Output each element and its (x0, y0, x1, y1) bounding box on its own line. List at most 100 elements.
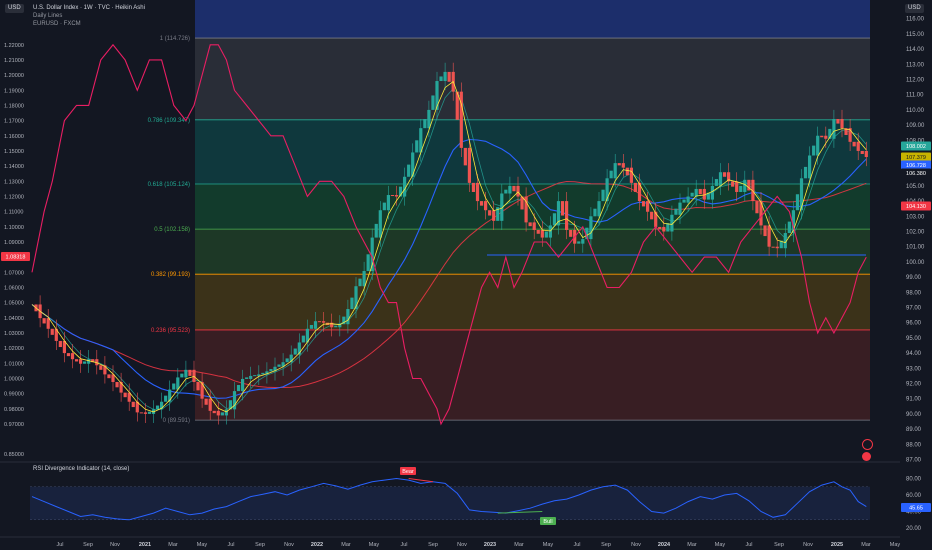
candle-body (281, 362, 285, 367)
candle-body (200, 381, 204, 399)
left-scale-unit[interactable]: USD (5, 4, 24, 13)
candle-body (322, 321, 326, 323)
candle-body (759, 201, 763, 226)
right-axis-tick: 105.00 (906, 184, 925, 190)
candle-body (710, 185, 714, 200)
bull-divergence-badge: Bull (540, 517, 556, 525)
fib-zone (195, 274, 870, 330)
candle-body (795, 194, 800, 211)
right-scale-unit[interactable]: USD (905, 4, 924, 13)
right-axis-tick: 92.00 (906, 382, 922, 388)
price-label-bg (901, 152, 931, 162)
candle-body (500, 193, 504, 221)
rsi-axis-tick: 60.00 (906, 493, 922, 499)
candle-body (427, 109, 431, 129)
candle-body (556, 201, 561, 226)
candle-body (864, 150, 868, 158)
candle-body (609, 170, 613, 179)
candle-body (305, 328, 309, 343)
candle-body (581, 239, 585, 244)
x-axis-tick: Nov (284, 542, 294, 548)
candle-body (180, 373, 184, 378)
candle-body (484, 201, 488, 211)
left-axis-tick: 1.03000 (4, 331, 24, 337)
candle-body (775, 246, 779, 249)
compass-icon[interactable] (862, 439, 873, 450)
left-axis-tick: 1.16000 (4, 134, 24, 140)
candle-body (706, 192, 710, 200)
candle-body (164, 395, 168, 402)
candle-body (257, 374, 261, 376)
x-axis-tick: May (890, 542, 901, 548)
left-axis-tick: 1.05000 (4, 301, 24, 307)
candle-body (508, 185, 512, 194)
candle-body (641, 201, 646, 207)
price-label-bg (901, 160, 931, 170)
x-axis-tick: 2023 (484, 542, 496, 548)
candle-body (127, 392, 131, 402)
candle-body (735, 181, 739, 192)
right-axis-tick: 99.00 (906, 275, 922, 281)
candle-body (670, 214, 674, 232)
candle-body (739, 185, 743, 192)
candle-body (277, 364, 281, 367)
ma-slow-line (31, 180, 867, 388)
x-axis-tick: Sep (83, 542, 93, 548)
earnings-icon[interactable] (862, 452, 871, 461)
candle-body (560, 201, 565, 216)
candle-body (131, 401, 135, 408)
right-axis-tick: 114.00 (906, 47, 925, 53)
left-axis-tick: 1.19000 (4, 88, 24, 94)
right-axis-tick: 101.00 (906, 245, 925, 251)
candle-body (350, 297, 354, 310)
x-axis-tick: 2021 (139, 542, 151, 548)
candle-body (111, 374, 115, 382)
candle-body (297, 342, 301, 355)
right-axis-tick: 96.00 (906, 321, 922, 327)
candle-body (646, 201, 650, 212)
price-label: 104.130 (901, 201, 931, 211)
candle-body (621, 163, 625, 168)
candle-body (605, 178, 609, 202)
candle-body (370, 237, 374, 272)
x-axis-tick: Nov (110, 542, 120, 548)
right-axis-tick: 94.00 (906, 351, 922, 357)
x-axis-tick: May (369, 542, 380, 548)
candle-body (532, 222, 536, 230)
candle-body (119, 381, 123, 393)
x-axis-tick: Mar (514, 542, 524, 548)
candle-body (828, 128, 832, 139)
bear-badge-bg (400, 467, 416, 475)
candle-body (852, 141, 856, 147)
candle-body (467, 147, 471, 183)
x-axis-tick: Jul (56, 542, 63, 548)
price-label-text: 107.379 (906, 155, 926, 161)
candle-body (601, 189, 605, 202)
left-axis-tick: 1.02000 (4, 346, 24, 352)
candle-body (783, 233, 787, 249)
x-axis-tick: Mar (341, 542, 351, 548)
left-axis-tick: 1.06000 (4, 285, 24, 291)
left-axis-tick: 0.98000 (4, 407, 24, 413)
candle-body (597, 201, 601, 217)
candle-body (816, 135, 820, 156)
right-axis-tick: 108.00 (906, 138, 925, 144)
right-axis-tick: 97.00 (906, 306, 922, 312)
rsi-value-bg (901, 503, 931, 512)
left-axis-panel (0, 0, 30, 550)
candle-body (585, 227, 589, 240)
candle-body (301, 335, 305, 343)
candle-body (107, 374, 111, 379)
price-label: 106.728 (901, 160, 931, 170)
left-axis-tick: 1.10000 (4, 225, 24, 231)
candle-body (285, 358, 289, 363)
bear-divergence-line (408, 478, 434, 483)
candle-body (358, 278, 362, 287)
candle-body (552, 213, 557, 226)
x-axis-tick: Sep (255, 542, 265, 548)
left-axis-tick: 1.11000 (4, 210, 23, 216)
left-axis-tick: 0.97000 (4, 422, 24, 428)
candle-body (471, 182, 476, 192)
candle-body (593, 208, 597, 217)
